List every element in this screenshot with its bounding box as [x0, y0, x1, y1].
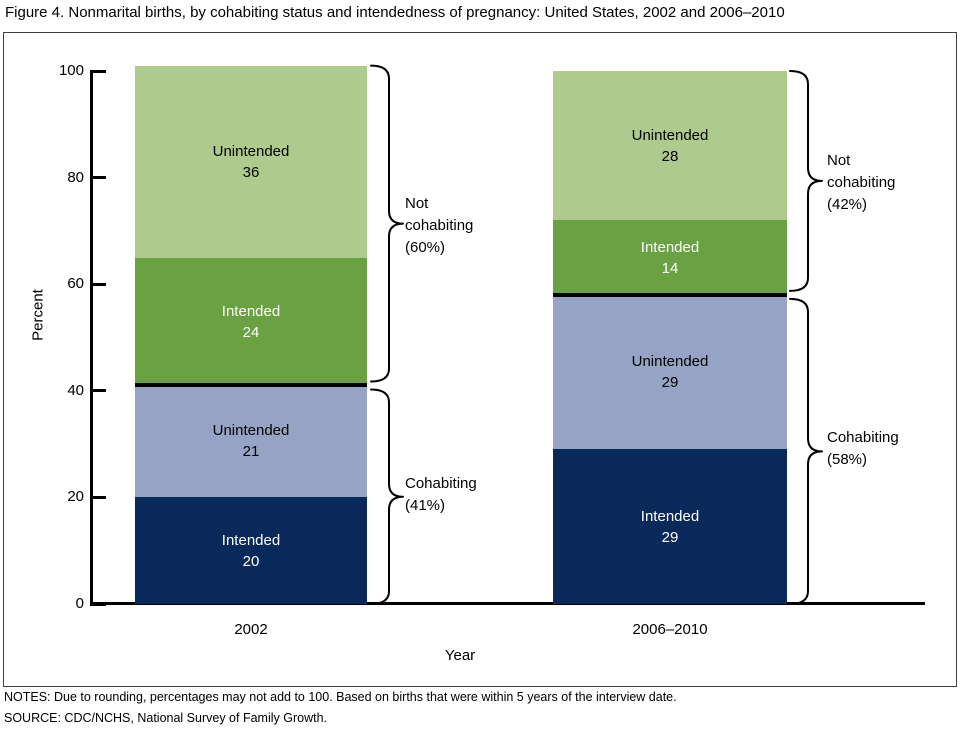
y-tick-mark — [93, 282, 106, 286]
y-tick-label: 60 — [67, 275, 84, 293]
y-tick-mark — [93, 602, 106, 606]
segment-2006-2010-cohabiting-intended: Intended 29 — [553, 449, 787, 604]
segment-label: Intended — [640, 507, 700, 525]
segment-label: Unintended — [631, 353, 709, 371]
x-axis-title: Year — [444, 647, 476, 664]
figure-title: Figure 4. Nonmarital births, by cohabiti… — [5, 4, 785, 21]
y-tick-mark — [93, 69, 106, 73]
y-tick-mark — [93, 389, 106, 393]
group-label-not-cohabiting-2006-2010: Not cohabiting (42%) — [827, 150, 937, 216]
segment-2006-2010-notcohabiting-unintended: Unintended 28 — [553, 71, 787, 221]
group-label-line: Cohabiting — [405, 474, 477, 492]
segment-label: Unintended — [212, 422, 290, 440]
segment-2002-cohabiting-unintended: Unintended 21 — [135, 385, 367, 498]
group-label-line: cohabiting — [405, 216, 474, 234]
segment-2002-cohabiting-intended: Intended 20 — [135, 497, 367, 604]
notes-text: NOTES: Due to rounding, percentages may … — [4, 690, 677, 704]
group-label-line: (58%) — [827, 451, 868, 469]
group-label-cohabiting-2002: Cohabiting (41%) — [405, 473, 515, 517]
segment-2002-notcohabiting-unintended: Unintended 36 — [135, 65, 367, 258]
y-tick-label: 20 — [67, 488, 84, 506]
segment-value: 28 — [661, 147, 679, 165]
segment-value: 14 — [661, 259, 679, 277]
y-tick-label: 0 — [75, 595, 84, 612]
y-tick-label: 80 — [67, 168, 84, 186]
segment-label: Intended — [640, 238, 700, 256]
segment-value: 29 — [661, 528, 679, 546]
y-axis-line — [90, 70, 93, 606]
segment-label: Intended — [221, 302, 281, 320]
group-label-not-cohabiting-2002: Not cohabiting (60%) — [405, 193, 515, 259]
group-label-cohabiting-2006-2010: Cohabiting (58%) — [827, 427, 937, 471]
segment-value: 20 — [242, 552, 260, 570]
group-label-line: (42%) — [827, 195, 868, 213]
x-category-2006-2010: 2006–2010 — [632, 621, 708, 638]
x-category-2002: 2002 — [234, 621, 268, 638]
group-label-line: (60%) — [405, 238, 446, 256]
group-label-line: Cohabiting — [827, 429, 899, 447]
segment-label: Intended — [221, 531, 281, 549]
segment-label: Unintended — [631, 126, 709, 144]
group-label-line: cohabiting — [827, 173, 896, 191]
segment-value: 29 — [661, 374, 679, 392]
segment-value: 21 — [242, 443, 260, 461]
y-tick-mark — [93, 176, 106, 180]
segment-value: 24 — [242, 323, 260, 341]
segment-2006-2010-cohabiting-unintended: Unintended 29 — [553, 294, 787, 450]
y-tick-label: 100 — [58, 62, 84, 79]
segment-2002-notcohabiting-intended: Intended 24 — [135, 257, 367, 386]
cohabiting-divider-2002 — [135, 383, 367, 388]
group-label-line: (41%) — [405, 496, 446, 514]
y-tick-mark — [93, 495, 106, 499]
y-axis-title: Percent — [29, 289, 47, 341]
segment-value: 36 — [242, 163, 260, 181]
segment-label: Unintended — [212, 142, 290, 160]
x-axis-line — [90, 602, 925, 605]
group-label-line: Not — [405, 194, 429, 212]
y-tick-label: 40 — [67, 381, 84, 399]
group-label-line: Not — [827, 151, 851, 169]
segment-2006-2010-notcohabiting-intended: Intended 14 — [553, 220, 787, 295]
source-text: SOURCE: CDC/NCHS, National Survey of Fam… — [4, 711, 327, 725]
cohabiting-divider-2006-2010 — [553, 292, 787, 297]
